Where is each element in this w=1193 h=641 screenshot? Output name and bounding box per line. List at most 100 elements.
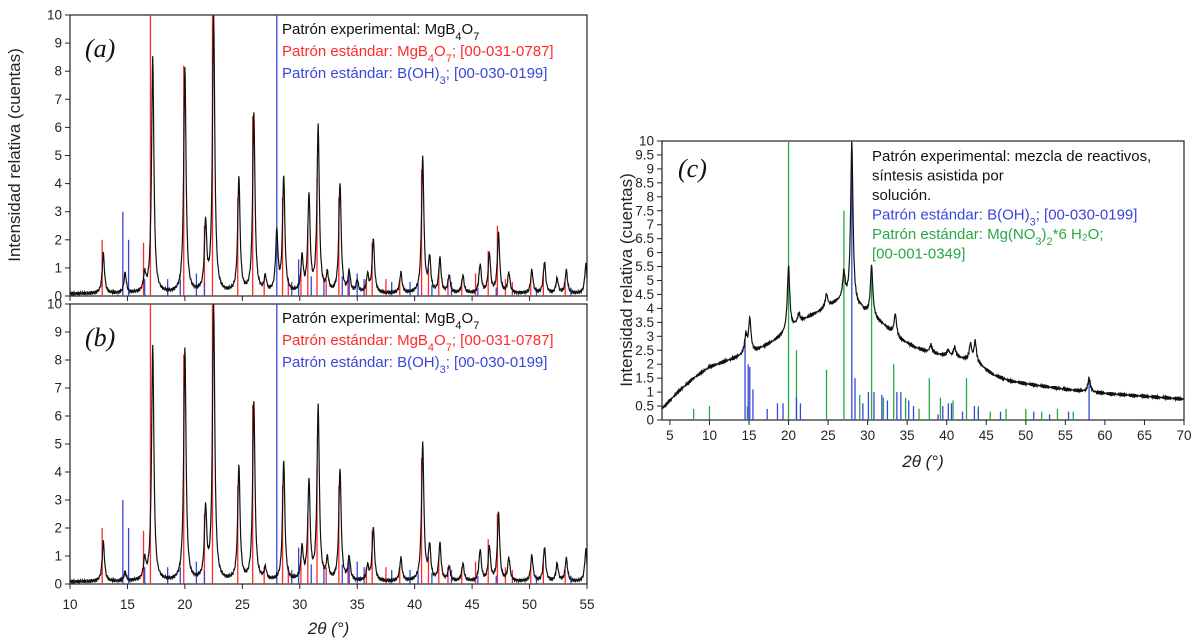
x-tick-label: 50: [1018, 428, 1033, 443]
legend-subscript: 2: [1047, 236, 1053, 248]
panel-label: (a): [85, 34, 115, 63]
legend-text: Patrón experimental: mezcla de reactivos…: [872, 148, 1151, 165]
y-axis-label: Intensidad relativa (cuentas): [617, 173, 636, 387]
legend-subscript: 7: [473, 320, 479, 332]
legend-entry: Patrón experimental: MgB4O7: [282, 21, 479, 43]
y-tick-label: 8: [54, 353, 62, 368]
legend-text: Patrón experimental: MgB: [282, 21, 455, 38]
y-tick-label: 8: [54, 64, 62, 79]
legend-text: ; [00-030-0199]: [446, 65, 548, 82]
x-tick-label: 30: [860, 428, 875, 443]
y-tick-label: 1.5: [635, 371, 654, 386]
legend-text: ; [00-030-0199]: [1036, 207, 1138, 224]
legend-entry: solución.: [872, 187, 931, 204]
legend-subscript: 7: [446, 342, 452, 354]
y-tick-label: 3: [646, 329, 654, 344]
y-tick-label: 4.5: [635, 287, 654, 302]
x-tick-label: 45: [465, 597, 480, 612]
x-tick-label: 65: [1137, 428, 1152, 443]
legend-text: síntesis asistida por: [872, 168, 1004, 185]
legend-text: [00-001-0349]: [872, 246, 965, 263]
legend-subscript: 3: [1030, 217, 1036, 229]
x-tick-label: 55: [1058, 428, 1073, 443]
x-tick-label: 40: [407, 597, 422, 612]
legend-text: ): [1042, 226, 1047, 243]
x-tick-label: 40: [939, 428, 954, 443]
y-tick-label: 5: [54, 148, 62, 163]
legend-text: ; [00-031-0787]: [452, 43, 554, 60]
legend-entry: Patrón estándar: Mg(NO3)2*6 H₂O;: [872, 226, 1104, 248]
x-tick-label: 20: [177, 597, 192, 612]
legend-entry: síntesis asistida por: [872, 168, 1004, 185]
y-tick-label: 9: [646, 161, 654, 176]
legend-text: Patrón estándar: Mg(NO: [872, 226, 1035, 243]
legend-entry: Patrón estándar: B(OH)3; [00-030-0199]: [282, 65, 547, 87]
legend-text: Patrón estándar: MgB: [282, 43, 428, 60]
y-tick-label: 2: [54, 521, 62, 536]
legend-entry: Patrón estándar: MgB4O7; [00-031-0787]: [282, 43, 554, 65]
y-tick-label: 1: [54, 260, 62, 275]
y-tick-label: 8.5: [635, 175, 654, 190]
x-tick-label: 45: [979, 428, 994, 443]
y-tick-label: 6: [646, 245, 654, 260]
legend-text: Patrón estándar: B(OH): [282, 354, 440, 371]
x-tick-label: 30: [292, 597, 307, 612]
legend-subscript: 3: [1035, 236, 1041, 248]
y-tick-label: 3.5: [635, 315, 654, 330]
y-tick-label: 1: [54, 549, 62, 564]
experimental-pattern-line: [69, 14, 588, 297]
y-tick-label: 9.5: [635, 147, 654, 162]
y-tick-label: 9: [54, 36, 62, 51]
y-tick-label: 6: [54, 120, 62, 135]
y-tick-label: 6.5: [635, 231, 654, 246]
legend-entry: Patrón estándar: B(OH)3; [00-030-0199]: [282, 354, 547, 376]
legend-text: Patrón experimental: MgB: [282, 310, 455, 327]
y-tick-label: 2: [54, 232, 62, 247]
y-tick-label: 7: [646, 217, 654, 232]
y-tick-label: 8: [646, 189, 654, 204]
legend-text: *6 H₂O;: [1053, 226, 1104, 243]
y-tick-label: 4: [54, 176, 62, 191]
x-tick-label: 50: [522, 597, 537, 612]
y-tick-label: 6: [54, 409, 62, 424]
y-tick-label: 5: [646, 273, 654, 288]
y-tick-label: 5.5: [635, 259, 654, 274]
legend-subscript: 4: [455, 320, 461, 332]
x-tick-label: 5: [666, 428, 674, 443]
y-tick-label: 10: [639, 134, 654, 149]
y-tick-label: 7.5: [635, 203, 654, 218]
x-tick-label: 55: [579, 597, 594, 612]
y-tick-label: 0: [646, 413, 654, 428]
y-tick-label: 3: [54, 204, 62, 219]
legend-text: solución.: [872, 187, 931, 204]
x-tick-label: 35: [900, 428, 915, 443]
legend-text: ; [00-031-0787]: [452, 332, 554, 349]
y-tick-label: 10: [47, 8, 62, 23]
plot-frame: [661, 140, 1185, 421]
experimental-pattern-line: [69, 303, 588, 585]
y-tick-label: 4: [54, 465, 62, 480]
legend-subscript: 3: [440, 364, 446, 376]
y-tick-label: 9: [54, 325, 62, 340]
legend-entry: Patrón estándar: B(OH)3; [00-030-0199]: [872, 207, 1137, 229]
y-tick-label: 0: [54, 289, 62, 304]
panel-label: (b): [85, 323, 115, 352]
legend-entry: Patrón experimental: MgB4O7: [282, 310, 479, 332]
x-tick-label: 10: [62, 597, 77, 612]
x-tick-label: 25: [235, 597, 250, 612]
legend-text: Patrón estándar: MgB: [282, 332, 428, 349]
legend-text: Patrón estándar: B(OH): [282, 65, 440, 82]
y-axis-label: Intensidad relativa (cuentas): [5, 48, 24, 262]
legend-subscript: 4: [428, 53, 434, 65]
x-tick-label: 15: [120, 597, 135, 612]
x-axis-label: 2θ (°): [901, 452, 944, 471]
y-tick-label: 10: [47, 297, 62, 312]
legend-subscript: 4: [428, 342, 434, 354]
y-tick-label: 3: [54, 493, 62, 508]
x-tick-label: 10: [702, 428, 717, 443]
x-axis-label: 2θ (°): [307, 619, 350, 638]
legend-subscript: 7: [446, 53, 452, 65]
y-tick-label: 1: [646, 385, 654, 400]
